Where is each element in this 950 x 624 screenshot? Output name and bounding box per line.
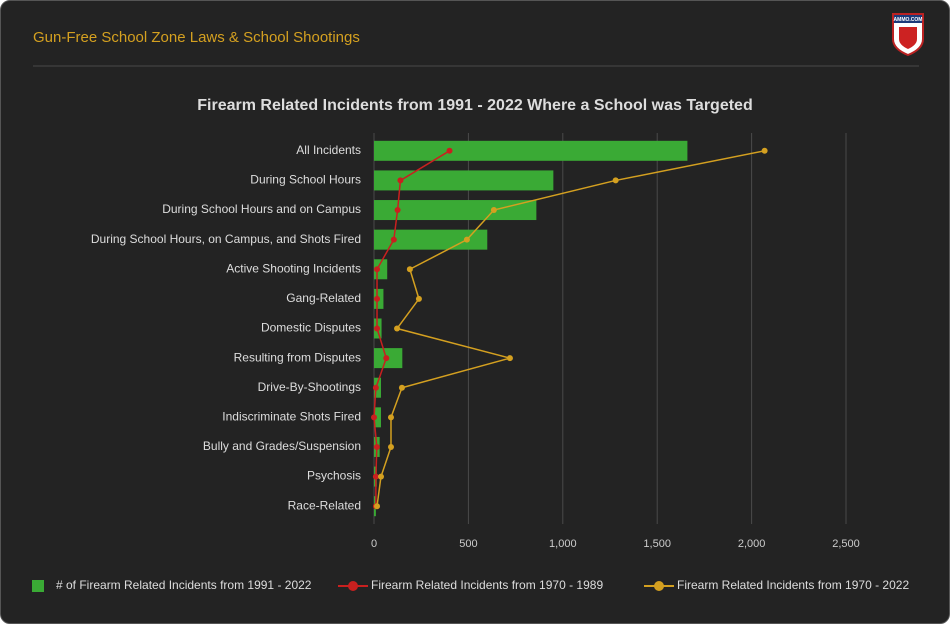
y-tick-label: Psychosis [307, 469, 361, 483]
point [446, 147, 453, 154]
point [390, 236, 397, 243]
bar [374, 140, 688, 161]
legend-label: Firearm Related Incidents from 1970 - 19… [371, 578, 603, 592]
bar [374, 170, 554, 191]
x-tick-label: 1,500 [643, 538, 671, 550]
chart-title: Firearm Related Incidents from 1991 - 20… [197, 97, 752, 114]
point [374, 266, 381, 273]
y-tick-label: During School Hours, on Campus, and Shot… [91, 232, 361, 246]
point [397, 177, 404, 184]
point [372, 473, 379, 480]
point [506, 355, 513, 362]
x-tick-label: 2,000 [738, 538, 766, 550]
x-tick-label: 2,500 [832, 538, 860, 550]
point [387, 443, 394, 450]
y-tick-label: All Incidents [296, 143, 361, 157]
point [612, 177, 619, 184]
point [406, 266, 413, 273]
x-tick-label: 0 [371, 538, 377, 550]
legend-swatch [32, 580, 44, 592]
header-title: Gun-Free School Zone Laws & School Shoot… [33, 29, 360, 46]
y-tick-label: During School Hours and on Campus [162, 202, 361, 216]
y-tick-label: Bully and Grades/Suspension [203, 439, 361, 453]
y-tick-label: Race-Related [288, 498, 361, 512]
logo-band [894, 15, 922, 23]
point [371, 414, 377, 421]
y-tick-label: Indiscriminate Shots Fired [222, 410, 361, 424]
y-tick-label: Drive-By-Shootings [258, 380, 361, 394]
point [374, 503, 381, 510]
point [394, 207, 401, 214]
y-tick-label: Active Shooting Incidents [226, 261, 361, 275]
x-tick-label: 1,000 [549, 538, 577, 550]
point [463, 236, 470, 243]
point [383, 355, 390, 362]
legend-marker [654, 581, 664, 591]
point [761, 147, 768, 154]
point [374, 325, 381, 332]
bar [374, 200, 537, 221]
point [377, 473, 384, 480]
logo-emblem [899, 27, 917, 49]
legend-label: # of Firearm Related Incidents from 1991… [56, 578, 312, 592]
legend-marker [348, 581, 358, 591]
logo: AMMO.COM [892, 13, 924, 57]
point [374, 295, 381, 302]
point [373, 443, 380, 450]
x-tick-label: 500 [459, 538, 477, 550]
y-tick-label: During School Hours [250, 173, 361, 187]
y-tick-label: Resulting from Disputes [234, 350, 361, 364]
y-tick-label: Domestic Disputes [261, 321, 361, 335]
logo-text: AMMO.COM [894, 17, 923, 23]
point [387, 414, 394, 421]
point [372, 384, 379, 391]
bar [374, 407, 381, 428]
point [415, 295, 422, 302]
point [398, 384, 405, 391]
y-tick-label: Gang-Related [286, 291, 361, 305]
point [394, 325, 401, 332]
point [490, 207, 497, 214]
legend-label: Firearm Related Incidents from 1970 - 20… [677, 578, 909, 592]
bar [374, 229, 488, 250]
